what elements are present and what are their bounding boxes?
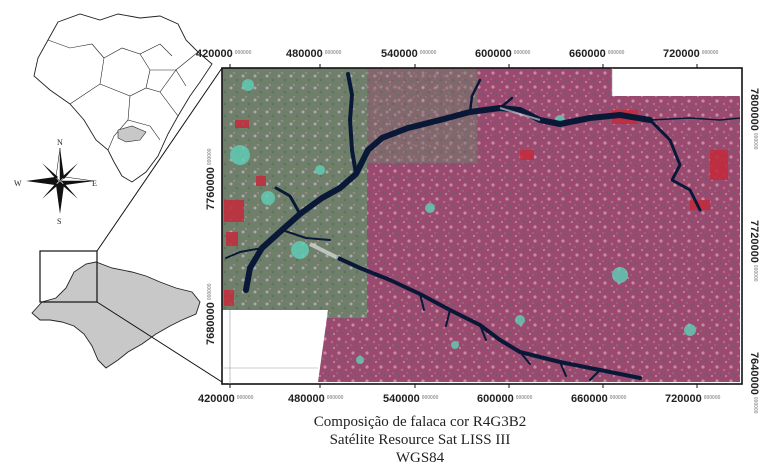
top-tick-major: 660000 [569, 48, 606, 60]
top-tick-minor: 000000 [235, 50, 252, 56]
caption-line-2: Satélite Resource Sat LISS III [329, 432, 511, 448]
left-tick-minor: 000000 [207, 283, 213, 300]
bottom-tick-major: 600000 [477, 393, 514, 405]
right-coordinate-labels: 7800000 000000 7720000 000000 7640000 00000… [748, 88, 760, 414]
satellite-image [222, 68, 740, 382]
bottom-tick-major: 480000 [288, 393, 325, 405]
sao-paulo-state-inset [117, 125, 147, 143]
top-tick-major: 600000 [475, 48, 512, 60]
caption-line-1: Composição de falaca cor R4G3B2 [313, 414, 527, 430]
left-tick-major: 7680000 [205, 302, 217, 345]
svg-text:7800000000000: 7800000 000000 [748, 88, 760, 150]
bottom-coordinate-labels: 420000 000000 480000 000000 540000 000000 6… [198, 393, 721, 405]
top-tick-major: 480000 [286, 48, 323, 60]
top-tick-major: 420000 [196, 48, 233, 60]
svg-text:720000000000: 720000 000000 [665, 393, 721, 405]
bottom-tick-major: 420000 [198, 393, 235, 405]
top-tick-major: 720000 [663, 48, 700, 60]
bottom-tick-major: 720000 [665, 393, 702, 405]
brazil-inset-map [33, 13, 213, 183]
zoom-line-bottom [96, 301, 223, 383]
top-tick-minor: 000000 [514, 50, 531, 56]
right-tick-major: 7720000 [748, 220, 760, 263]
top-coordinate-labels: 420000 000000 480000 000000 540000 000000 6… [196, 48, 719, 60]
right-tick-minor: 000000 [752, 397, 758, 414]
compass-south-label: S [57, 217, 61, 226]
compass-west-label: W [14, 179, 22, 188]
right-tick-major: 7640000 [748, 352, 760, 395]
bottom-tick-minor: 000000 [516, 395, 533, 401]
left-coordinate-labels: 7760000 000000 7680000 000000 [205, 148, 217, 345]
right-tick-major: 7800000 [748, 88, 760, 131]
top-tick-minor: 000000 [420, 50, 437, 56]
compass-rose: N S E W [14, 138, 97, 226]
bottom-tick-major: 540000 [383, 393, 420, 405]
bottom-tick-minor: 000000 [237, 395, 254, 401]
sao-paulo-state-map [31, 67, 223, 383]
svg-text:720000000000: 720000 000000 [663, 48, 719, 60]
caption-line-3: WGS84 [395, 450, 445, 466]
left-tick-major: 7760000 [205, 167, 217, 210]
left-tick-minor: 000000 [207, 148, 213, 165]
bottom-tick-minor: 000000 [704, 395, 721, 401]
right-tick-minor: 000000 [752, 265, 758, 282]
top-tick-minor: 000000 [325, 50, 342, 56]
svg-text:7640000000000: 7640000 000000 [748, 352, 760, 414]
zoom-line-top [96, 67, 223, 252]
top-tick-major: 540000 [381, 48, 418, 60]
bottom-tick-minor: 000000 [327, 395, 344, 401]
svg-text:7720000000000: 7720000 000000 [748, 220, 760, 282]
bottom-tick-major: 660000 [571, 393, 608, 405]
compass-north-label: N [57, 138, 63, 147]
compass-east-label: E [92, 179, 97, 188]
bottom-tick-minor: 000000 [422, 395, 439, 401]
bottom-tick-minor: 000000 [610, 395, 627, 401]
svg-text:7680000000000: 7680000 000000 [205, 283, 217, 345]
map-frame [221, 64, 743, 388]
right-tick-minor: 000000 [752, 133, 758, 150]
study-area-box [39, 250, 98, 303]
top-tick-minor: 000000 [702, 50, 719, 56]
svg-text:7760000000000: 7760000 000000 [205, 148, 217, 210]
top-tick-minor: 000000 [608, 50, 625, 56]
